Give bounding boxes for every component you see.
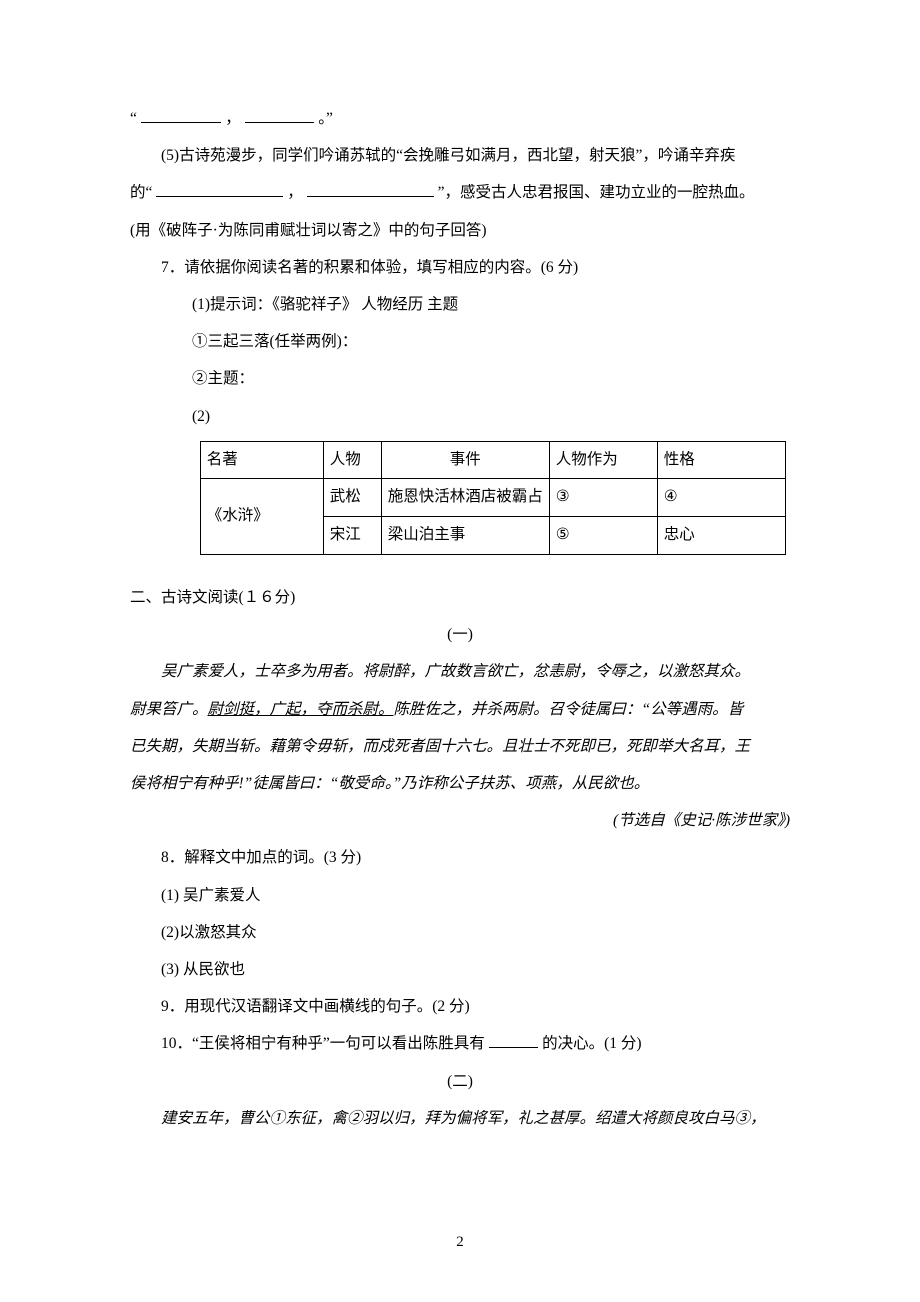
line-q7-2: (2)	[130, 398, 790, 435]
q8-2: (2)以激怒其众	[130, 914, 790, 951]
line-q5: (5)古诗苑漫步，同学们吟诵苏轼的“会挽雕弓如满月，西北望，射天狼”，吟诵辛弃疾	[130, 137, 790, 174]
q10-a: 10．“王侯将相宁有种乎”一句可以看出陈胜具有	[161, 1035, 485, 1052]
spacer	[130, 565, 790, 579]
shuihu-table: 名著 人物 事件 人物作为 性格 《水浒》 武松 施恩快活林酒店被霸占 ③ ④ …	[200, 441, 786, 555]
line-q7-1-2: ②主题：	[130, 360, 790, 397]
page-number: 2	[130, 1224, 790, 1260]
blank-q10	[489, 1030, 539, 1048]
q5-a: 的“	[130, 184, 152, 201]
q10: 10．“王侯将相宁有种乎”一句可以看出陈胜具有 的决心。(1 分)	[130, 1025, 790, 1062]
page-root: “ ， 。” (5)古诗苑漫步，同学们吟诵苏轼的“会挽雕弓如满月，西北望，射天狼…	[0, 0, 920, 1302]
q5-comma: ，	[287, 184, 303, 201]
q5-b: ”，感受古人忠君报国、建功立业的一腔热血。	[438, 184, 755, 201]
blank-1a	[141, 105, 222, 123]
q9: 9．用现代汉语翻译文中画横线的句子。(2 分)	[130, 988, 790, 1025]
line-q5-blank: 的“ ， ”，感受古人忠君报国、建功立业的一腔热血。	[130, 174, 790, 211]
pa-b-under: 尉剑挺，广起，夺而杀尉。	[208, 701, 394, 718]
td-trait-1: ④	[657, 479, 785, 517]
pa-b-pre: 尉果笞广。	[130, 701, 208, 718]
blank-1b	[245, 105, 315, 123]
th-book: 名著	[200, 441, 323, 479]
q-open: “	[130, 110, 137, 127]
line-q7-1-1: ①三起三落(任举两例)：	[130, 323, 790, 360]
passage-a-1: 吴广素爱人，士卒多为用者。将尉醉，广故数言欲亡，忿恚尉，令辱之，以激怒其众。	[130, 653, 790, 690]
td-person-2: 宋江	[323, 517, 381, 555]
table-header-row: 名著 人物 事件 人物作为 性格	[200, 441, 785, 479]
passage-a-3: 已失期，失期当斩。藉第令毋斩，而戍死者固十六七。且壮士不死即已，死即举大名耳，王	[130, 728, 790, 765]
q10-b: 的决心。(1 分)	[542, 1035, 641, 1052]
td-event-2: 梁山泊主事	[381, 517, 549, 555]
passage-a-4: 侯将相宁有种乎!”徒属皆曰：“敬受命。”乃诈称公子扶苏、项燕，从民欲也。	[130, 765, 790, 802]
th-person: 人物	[323, 441, 381, 479]
blank-2b	[307, 179, 434, 197]
source-1: (节选自《史记·陈涉世家》)	[130, 802, 790, 839]
line-q7: 7．请依据你阅读名著的积累和体验，填写相应的内容。(6 分)	[130, 249, 790, 286]
td-action-2: ⑤	[549, 517, 657, 555]
td-trait-2: 忠心	[657, 517, 785, 555]
th-action: 人物作为	[549, 441, 657, 479]
passage-a-2: 尉果笞广。尉剑挺，广起，夺而杀尉。陈胜佐之，并杀两尉。召令徒属曰：“公等遇雨。皆	[130, 691, 790, 728]
th-trait: 性格	[657, 441, 785, 479]
sub1-title: (一)	[130, 616, 790, 653]
q-comma: ，	[225, 110, 241, 127]
pa-b-post: 陈胜佐之，并杀两尉。召令徒属曰：“公等遇雨。皆	[394, 701, 744, 718]
td-book: 《水浒》	[200, 479, 323, 555]
table-row: 《水浒》 武松 施恩快活林酒店被霸占 ③ ④	[200, 479, 785, 517]
q8-1: (1) 吴广素爱人	[130, 877, 790, 914]
sub2-title: (二)	[130, 1063, 790, 1100]
td-action-1: ③	[549, 479, 657, 517]
q8: 8．解释文中加点的词。(3 分)	[130, 839, 790, 876]
td-event-1: 施恩快活林酒店被霸占	[381, 479, 549, 517]
line-q5-note: (用《破阵子·为陈同甫赋壮词以寄之》中的句子回答)	[130, 212, 790, 249]
passage-b-1: 建安五年，曹公①东征，禽②羽以归，拜为偏将军，礼之甚厚。绍遣大将颜良攻白马③，	[130, 1100, 790, 1137]
section-2-title: 二、古诗文阅读(１６分)	[130, 579, 790, 616]
line-blank-quote: “ ， 。”	[130, 100, 790, 137]
blank-2a	[156, 179, 283, 197]
q-close: 。”	[318, 110, 333, 127]
td-person-1: 武松	[323, 479, 381, 517]
th-event: 事件	[381, 441, 549, 479]
q8-3: (3) 从民欲也	[130, 951, 790, 988]
line-q7-1: (1)提示词：《骆驼祥子》 人物经历 主题	[130, 286, 790, 323]
